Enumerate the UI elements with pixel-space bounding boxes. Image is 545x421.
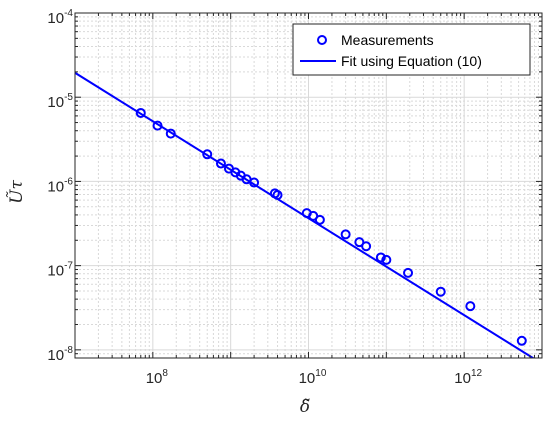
measurement-point	[249, 177, 260, 188]
measurement-point	[314, 214, 325, 225]
measurement-point	[381, 254, 392, 265]
measurement-point	[215, 158, 226, 169]
y-tick-label: 10-8	[47, 345, 73, 364]
measurement-point	[152, 120, 163, 131]
plot-frame	[74, 12, 543, 359]
x-tick-label: 1010	[299, 368, 327, 387]
measurement-point	[165, 128, 176, 139]
legend-marker-icon	[317, 35, 327, 45]
y-tick-label: 10-4	[47, 8, 73, 27]
x-tick-labels: 108 1010 1012	[146, 368, 483, 387]
measurement-point	[272, 189, 283, 200]
measurement-point	[375, 252, 386, 263]
measurement-point	[516, 335, 527, 346]
measurement-markers	[135, 107, 527, 346]
x-axis-label: δ̃	[300, 397, 310, 417]
legend-box	[292, 23, 531, 76]
measurement-point	[361, 241, 372, 252]
y-axis-label: Ũτ	[6, 180, 27, 204]
x-tick-label: 1012	[454, 368, 482, 387]
y-tick-label: 10-6	[47, 176, 73, 195]
y-tick-label: 10-7	[47, 261, 73, 280]
measurement-point	[465, 301, 476, 312]
legend-entry-fit: Fit using Equation (10)	[341, 53, 482, 69]
measurement-point	[202, 149, 213, 160]
y-tick-label: 10-5	[47, 92, 73, 111]
x-tick-label: 108	[146, 368, 169, 387]
measurement-point	[340, 229, 351, 240]
measurement-point	[135, 107, 146, 118]
y-tick-labels: 10-8 10-7 10-6 10-5 10-4	[47, 8, 73, 364]
legend-entry-measurements: Measurements	[341, 32, 434, 48]
measurement-point	[403, 267, 414, 278]
measurement-point	[435, 286, 446, 297]
legend: Measurements Fit using Equation (10)	[292, 23, 531, 76]
